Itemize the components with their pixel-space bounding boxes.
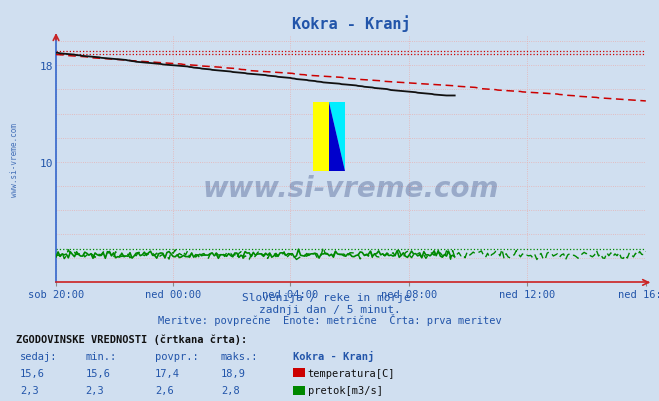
Text: Slovenija / reke in morje.: Slovenija / reke in morje. xyxy=(242,293,417,303)
Text: povpr.:: povpr.: xyxy=(155,351,198,361)
Polygon shape xyxy=(329,103,345,172)
Text: 18,9: 18,9 xyxy=(221,368,246,378)
Text: temperatura[C]: temperatura[C] xyxy=(308,368,395,378)
Text: zadnji dan / 5 minut.: zadnji dan / 5 minut. xyxy=(258,304,401,314)
Text: 15,6: 15,6 xyxy=(20,368,45,378)
Title: Kokra - Kranj: Kokra - Kranj xyxy=(291,15,411,32)
Polygon shape xyxy=(329,103,345,172)
Text: 2,8: 2,8 xyxy=(221,385,239,395)
Text: maks.:: maks.: xyxy=(221,351,258,361)
Text: 17,4: 17,4 xyxy=(155,368,180,378)
Text: 15,6: 15,6 xyxy=(86,368,111,378)
Text: www.si-vreme.com: www.si-vreme.com xyxy=(203,175,499,203)
Text: 2,3: 2,3 xyxy=(20,385,38,395)
Text: Kokra - Kranj: Kokra - Kranj xyxy=(293,350,374,361)
Bar xyxy=(312,103,329,172)
Text: min.:: min.: xyxy=(86,351,117,361)
Text: pretok[m3/s]: pretok[m3/s] xyxy=(308,385,383,395)
Text: ZGODOVINSKE VREDNOSTI (črtkana črta):: ZGODOVINSKE VREDNOSTI (črtkana črta): xyxy=(16,333,248,344)
Text: 2,3: 2,3 xyxy=(86,385,104,395)
Text: Meritve: povprečne  Enote: metrične  Črta: prva meritev: Meritve: povprečne Enote: metrične Črta:… xyxy=(158,313,501,325)
Text: 2,6: 2,6 xyxy=(155,385,173,395)
Text: www.si-vreme.com: www.si-vreme.com xyxy=(11,122,19,196)
Text: sedaj:: sedaj: xyxy=(20,351,57,361)
